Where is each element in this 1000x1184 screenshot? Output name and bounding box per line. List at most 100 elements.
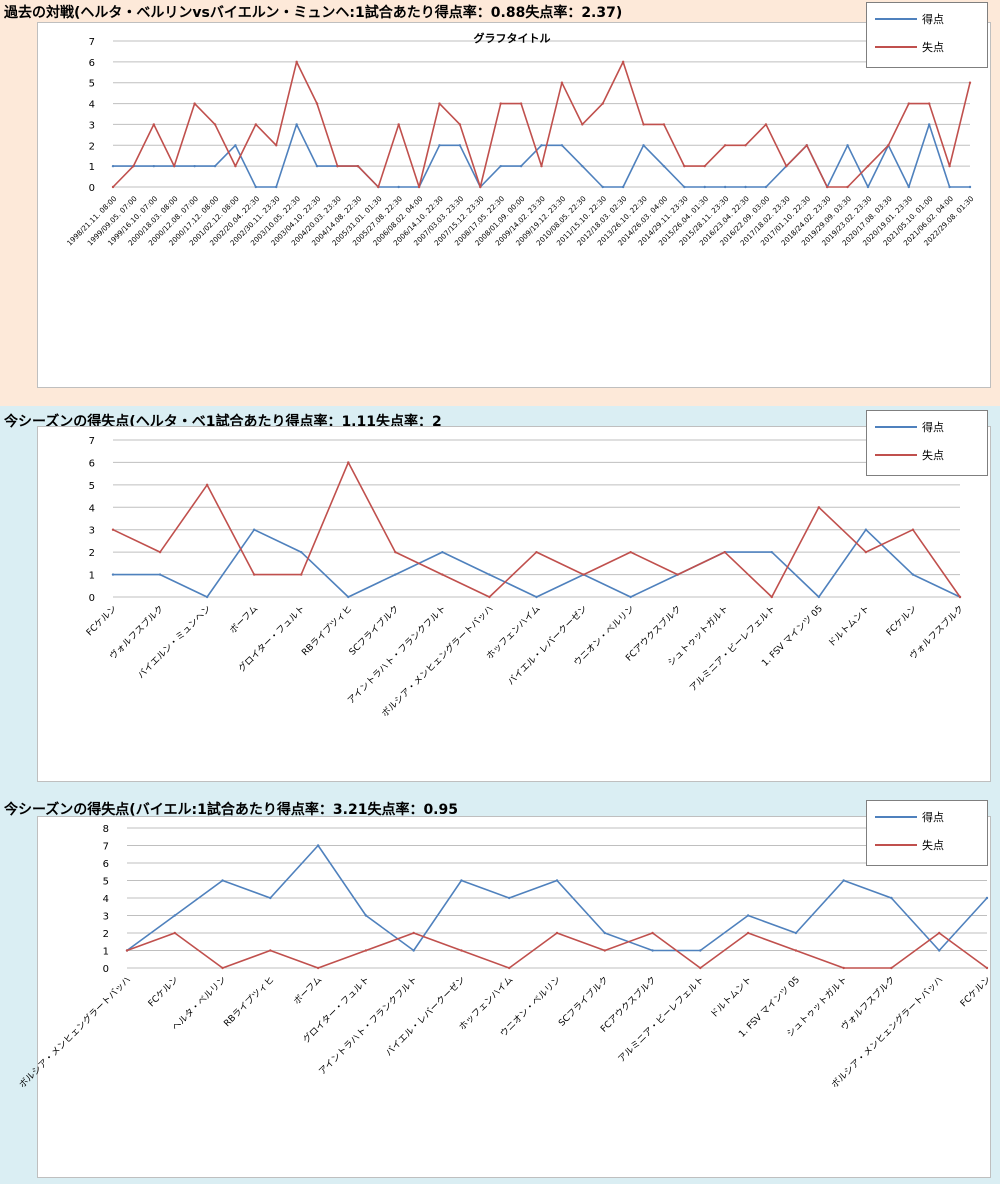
series-line-scored [113,123,970,188]
y-tick-label: 3 [103,912,109,923]
legend-item-conceded: 失点 [867,445,987,465]
data-point-conceded [519,102,523,105]
y-tick-label: 0 [89,593,95,604]
data-point-conceded [158,550,162,554]
y-tick-label: 2 [89,548,95,559]
data-point-conceded [377,185,380,189]
x-tick-label: バイエル・レバークーゼン [505,603,590,688]
data-point-scored [193,164,196,168]
data-point-scored [394,573,397,576]
chart-area [37,816,991,1178]
y-tick-label: 1 [89,571,95,582]
data-point-conceded [927,102,931,105]
data-point-scored [519,164,523,168]
data-point-scored [316,844,320,847]
data-point-conceded [508,966,511,970]
data-point-conceded [683,164,686,168]
chart-title: グラフタイトル [474,31,551,45]
x-tick-label: RBライプツィヒ [222,974,277,1029]
data-point-scored [252,528,256,531]
y-tick-label: 6 [89,458,95,469]
data-point-conceded [842,966,845,970]
data-point-scored [158,573,162,576]
data-point-conceded [111,528,115,531]
legend-swatch-scored [875,426,917,428]
data-point-scored [152,164,156,168]
data-point-conceded [316,966,320,970]
data-point-conceded [397,123,400,126]
data-point-scored [412,949,415,952]
data-point-scored [794,931,798,935]
data-point-scored [581,164,584,168]
data-point-scored [221,879,224,882]
legend-item-scored: 得点 [867,9,987,29]
data-point-scored [662,164,666,168]
y-tick-label: 7 [89,436,95,447]
data-point-conceded [746,931,750,935]
x-tick-label: アイントラハト・フランクフルト [317,974,420,1077]
y-tick-label: 7 [103,842,109,853]
data-point-conceded [356,164,360,168]
data-point-scored [703,185,706,189]
series-line-scored [113,528,961,598]
data-point-conceded [275,144,278,147]
data-point-scored [254,185,258,189]
data-point-conceded [651,931,654,935]
y-tick-label: 6 [89,58,95,69]
y-tick-label: 5 [103,877,109,888]
data-point-conceded [535,550,538,554]
data-point-conceded [825,185,829,189]
y-tick-label: 1 [89,162,95,173]
x-tick-label: アルミニア・ビーレフェルト [616,974,706,1064]
legend-label-conceded: 失点 [922,839,944,852]
data-point-conceded [662,123,666,126]
data-point-conceded [985,966,989,970]
data-point-scored [621,185,625,189]
legend-label-conceded: 失点 [922,41,944,54]
data-point-conceded [958,595,962,599]
data-point-conceded [540,164,543,168]
data-point-conceded [460,949,463,952]
data-point-scored [642,144,645,147]
data-point-scored [770,550,773,554]
x-tick-label: FCケルン [884,603,919,638]
legend-label-scored: 得点 [922,421,944,434]
data-point-conceded [770,595,773,599]
data-point-scored [213,164,217,168]
data-point-conceded [479,185,482,189]
data-point-scored [205,595,209,599]
y-tick-label: 2 [89,141,95,152]
y-tick-label: 0 [103,964,109,975]
data-point-scored [985,896,989,900]
y-tick-label: 4 [89,503,95,514]
data-point-scored [397,185,400,189]
head-to-head-panel: 過去の対戦(ヘルタ・ベルリンvsバイエルン・ミュンヘ:1試合あたり得点率：0.8… [0,0,1000,406]
y-tick-label: 8 [103,824,109,835]
data-point-conceded [723,550,726,554]
data-point-conceded [621,60,625,64]
data-point-conceded [441,573,444,576]
y-tick-label: 5 [89,79,95,90]
data-point-conceded [764,123,768,126]
data-point-conceded [676,573,679,576]
chart-header: 過去の対戦(ヘルタ・ベルリンvsバイエルン・ミュンヘ:1試合あたり得点率：0.8… [4,5,623,21]
data-point-scored [601,185,604,189]
data-point-conceded [336,164,339,168]
data-point-scored [907,185,910,189]
data-point-conceded [111,185,115,189]
data-point-scored [927,123,931,126]
data-point-conceded [221,966,224,970]
data-point-conceded [703,164,706,168]
data-point-scored [275,185,278,189]
x-tick-label: バイエル・レバークーゼン [383,974,468,1059]
legend-item-scored: 得点 [867,417,987,437]
x-tick-label: SCフライブルク [346,603,401,658]
data-point-conceded [968,81,972,84]
y-tick-label: 6 [103,859,109,870]
data-point-conceded [629,550,632,554]
data-point-conceded [125,949,129,952]
data-point-scored [864,528,868,531]
data-point-conceded [254,123,258,126]
data-point-conceded [394,550,397,554]
